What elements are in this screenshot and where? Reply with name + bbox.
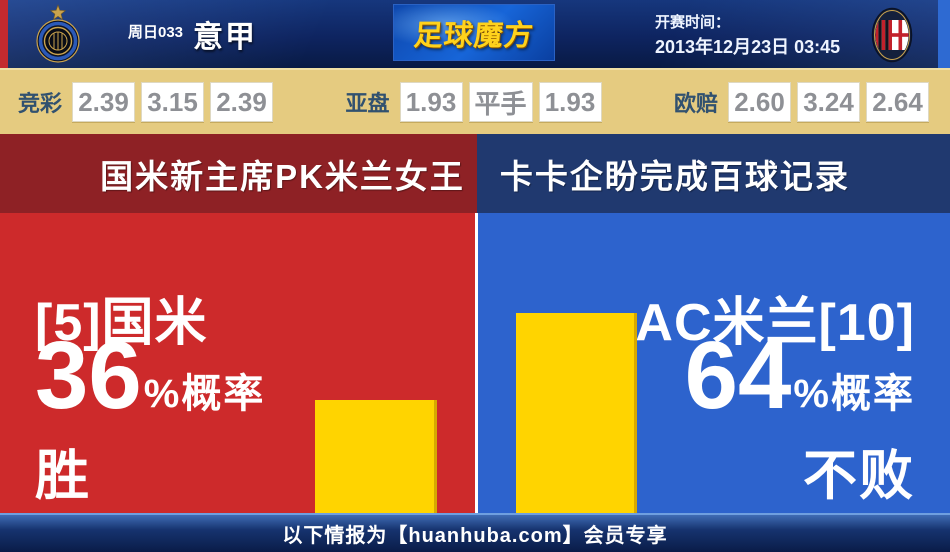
home-team-name: [5]国米	[35, 294, 208, 352]
away-probability: 64 %概率	[685, 328, 915, 424]
headline-banner: 国米新主席PK米兰女王 卡卡企盼完成百球记录	[0, 134, 950, 213]
away-probability-value: 64	[684, 322, 792, 429]
odds-value-box: 平手	[468, 82, 533, 122]
odds-value-box: 3.15	[141, 82, 205, 122]
kickoff-datetime: 2013年12月23日 03:45	[655, 36, 841, 57]
away-outcome: 不败	[803, 446, 915, 506]
odds-value-box: 1.93	[538, 82, 602, 122]
away-probability-suffix: %概率	[793, 372, 915, 416]
match-info: 周日033 意甲	[128, 0, 257, 68]
home-probability-suffix: %概率	[143, 372, 266, 416]
header: 周日033 意甲 足球魔方 开赛时间： 2013年12月23日 03:45	[0, 0, 950, 68]
away-team-name: AC米兰[10]	[635, 294, 915, 352]
blue-accent-stripe	[938, 0, 950, 68]
matchup-panel: 国米新主席PK米兰女王 卡卡企盼完成百球记录 [5]国米 36 %概率 胜 AC…	[0, 134, 950, 513]
league-name: 意甲	[193, 21, 258, 54]
red-accent-stripe	[0, 0, 8, 68]
odds-group-jingcai: 竞彩 2.39 3.15 2.39	[18, 82, 276, 122]
away-probability-bar	[516, 313, 637, 513]
home-probability-value: 36	[35, 322, 142, 429]
kickoff-info: 开赛时间： 2013年12月23日 03:45	[655, 12, 840, 60]
odds-value-box: 2.39	[210, 82, 274, 122]
odds-group-label: 竞彩	[18, 91, 63, 116]
footer: 以下情报为【huanhuba.com】会员专享	[0, 513, 950, 552]
odds-bar: 竞彩 2.39 3.15 2.39 亚盘 1.93 平手 1.93 欧赔 2.6…	[0, 68, 950, 134]
home-probability-bar	[315, 400, 437, 513]
odds-group-oupei: 欧赔 2.60 3.24 2.64	[674, 82, 932, 122]
odds-value-box: 2.60	[728, 82, 791, 122]
inter-milan-crest-icon	[34, 4, 82, 69]
ac-milan-crest-icon	[871, 7, 913, 68]
footer-notice: 以下情报为【huanhuba.com】会员专享	[282, 525, 668, 547]
home-outcome: 胜	[35, 446, 91, 506]
odds-group-label: 欧赔	[673, 91, 718, 116]
odds-value-box: 3.24	[797, 82, 860, 122]
kickoff-label: 开赛时间：	[655, 14, 731, 31]
headline-text: 国米新主席PK米兰女王 卡卡企盼完成百球记录	[100, 157, 850, 195]
panel-divider	[475, 213, 478, 513]
home-probability: 36 %概率	[35, 328, 265, 424]
brand-logo-text: 足球魔方	[412, 19, 536, 52]
odds-value-box: 2.39	[72, 82, 136, 122]
match-number: 周日033	[128, 23, 184, 41]
odds-value-box: 1.93	[399, 82, 463, 122]
odds-value-box: 2.64	[866, 82, 929, 122]
brand-logo: 足球魔方	[393, 4, 555, 61]
odds-group-yapan: 亚盘 1.93 平手 1.93	[345, 82, 604, 122]
odds-group-label: 亚盘	[345, 91, 390, 116]
